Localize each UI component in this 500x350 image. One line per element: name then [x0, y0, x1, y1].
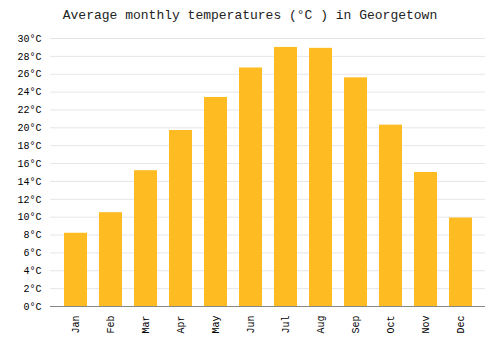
svg-text:Jan: Jan [71, 316, 82, 334]
svg-text:28°C: 28°C [17, 52, 41, 63]
svg-text:Jun: Jun [246, 316, 257, 334]
svg-text:16°C: 16°C [17, 159, 41, 170]
svg-text:Nov: Nov [421, 316, 432, 334]
svg-text:4°C: 4°C [23, 266, 41, 277]
svg-text:10°C: 10°C [17, 212, 41, 223]
svg-text:26°C: 26°C [17, 69, 41, 80]
svg-text:Jul: Jul [281, 316, 292, 334]
svg-text:Sep: Sep [351, 316, 362, 334]
svg-text:Oct: Oct [386, 316, 397, 334]
svg-text:24°C: 24°C [17, 87, 41, 98]
svg-text:8°C: 8°C [23, 230, 41, 241]
svg-text:18°C: 18°C [17, 141, 41, 152]
svg-text:22°C: 22°C [17, 105, 41, 116]
svg-text:20°C: 20°C [17, 123, 41, 134]
svg-text:Mar: Mar [141, 316, 152, 334]
svg-text:Aug: Aug [316, 316, 327, 334]
html-text:Average monthly temperatures (: Average monthly temperatures (°C ) in Ge… [62, 8, 438, 23]
svg-text:Dec: Dec [456, 316, 467, 334]
svg-text:14°C: 14°C [17, 177, 41, 188]
svg-text:6°C: 6°C [23, 248, 41, 259]
svg-text:12°C: 12°C [17, 195, 41, 206]
svg-text:2°C: 2°C [23, 284, 41, 295]
svg-text:0°C: 0°C [23, 302, 41, 313]
svg-text:30°C: 30°C [17, 34, 41, 45]
svg-text:Feb: Feb [106, 316, 117, 334]
svg-text:Apr: Apr [176, 316, 187, 334]
svg-text:May: May [211, 316, 222, 334]
